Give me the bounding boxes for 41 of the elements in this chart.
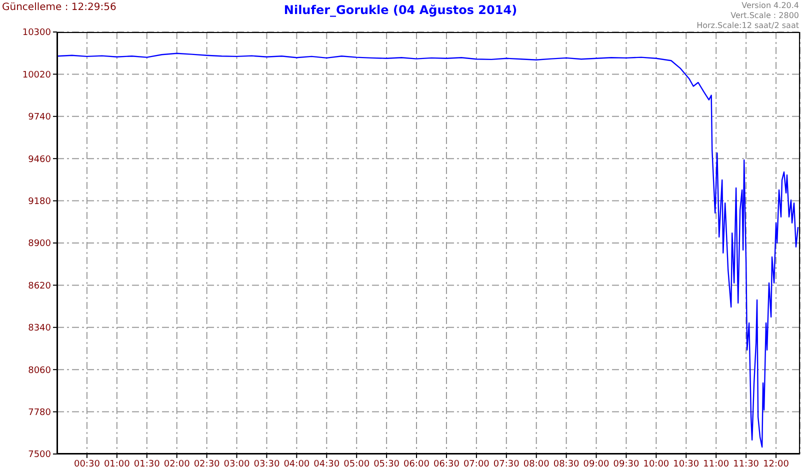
- x-tick-label: 05:30: [374, 459, 400, 470]
- x-tick-label: 02:00: [164, 459, 190, 470]
- text: Version 4.20.4: [740, 1, 799, 11]
- text: Güncelleme : 12:29:56: [2, 2, 116, 13]
- y-tick-label: 8340: [28, 324, 52, 334]
- x-tick-label: 06:30: [434, 459, 460, 470]
- x-tick-label: 06:00: [404, 459, 430, 470]
- y-tick-label: 8060: [28, 366, 52, 376]
- x-tick-label: 10:00: [643, 459, 670, 470]
- y-tick-label: 7780: [28, 408, 52, 418]
- x-tick-label: 08:30: [553, 459, 580, 470]
- x-tick-label: 02:30: [194, 459, 220, 470]
- x-tick-label: 11:30: [733, 459, 760, 470]
- x-tick-label: 05:00: [344, 459, 370, 470]
- x-tick-label: 12:00: [763, 459, 790, 470]
- x-tick-label: 10:30: [673, 459, 700, 470]
- line-series: [57, 52, 799, 448]
- x-tick-label: 07:00: [463, 459, 490, 470]
- y-tick-label: 10300: [22, 28, 52, 38]
- text: Horz.Scale:12 saat/2 saat: [696, 21, 799, 31]
- x-tick-label: 07:30: [493, 459, 520, 470]
- x-tick-label: 09:00: [583, 459, 610, 470]
- x-tick-label: 03:30: [254, 459, 280, 470]
- x-tick-label: 01:30: [134, 459, 160, 470]
- chart-title: Nilufer_Gorukle (04 Ağustos 2014): [284, 3, 518, 17]
- y-tick-label: 8620: [28, 281, 52, 292]
- x-tick-label: 04:30: [314, 459, 340, 470]
- x-tick-label: 03:00: [224, 459, 250, 470]
- text: Vert.Scale : 2800: [730, 11, 799, 21]
- x-tick-label: 00:30: [74, 459, 100, 470]
- x-tick-label: 11:00: [703, 459, 730, 470]
- y-tick-label: 10020: [22, 70, 52, 80]
- y-tick-label: 7500: [28, 450, 52, 460]
- y-tick-label: 9740: [28, 112, 52, 123]
- y-tick-label: 9460: [28, 154, 52, 165]
- x-tick-label: 08:00: [523, 459, 550, 470]
- x-tick-label: 09:30: [613, 459, 640, 470]
- x-tick-label: 01:00: [104, 459, 130, 470]
- y-tick-label: 8900: [28, 239, 52, 250]
- x-tick-label: 04:00: [284, 459, 310, 470]
- y-tick-label: 9180: [28, 196, 52, 207]
